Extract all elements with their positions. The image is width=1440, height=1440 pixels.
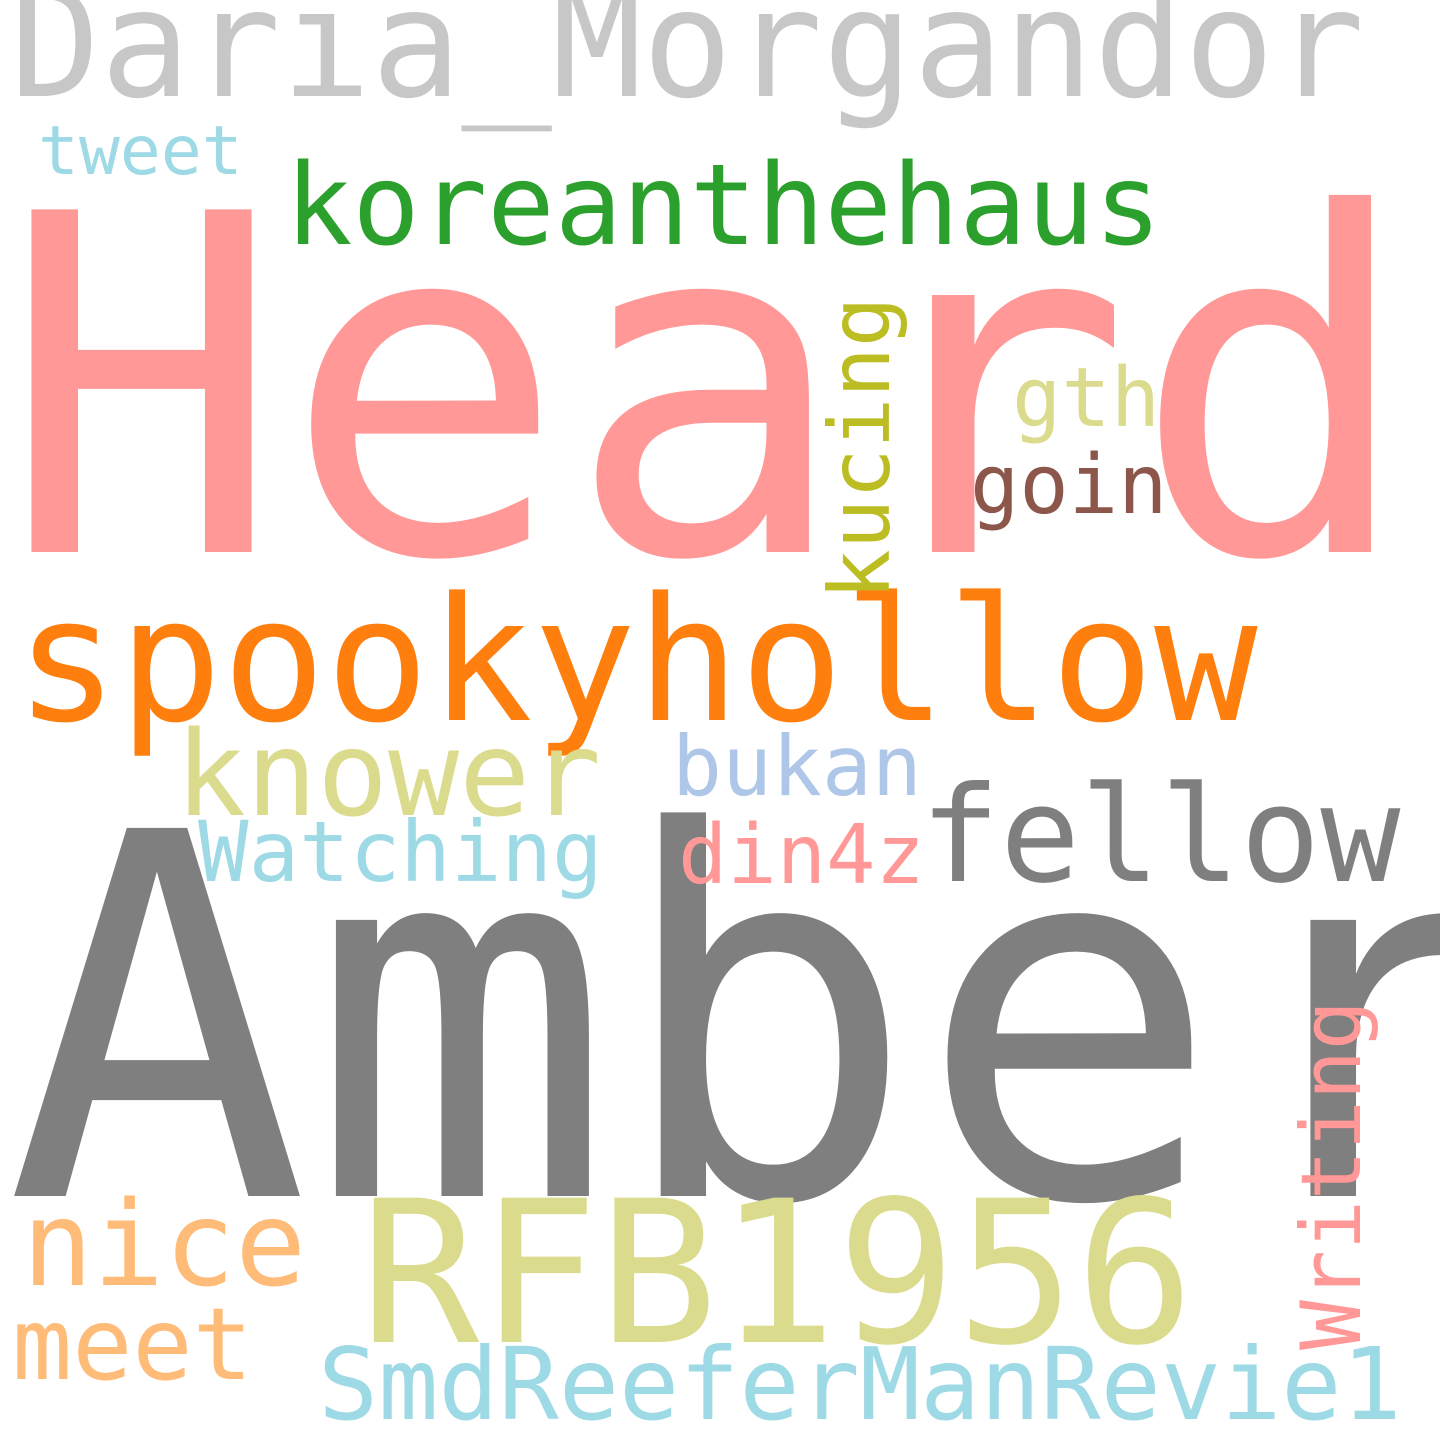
word-amber: Amber [5,728,1440,1316]
word-rfb1956: RFB1956 [360,1158,1195,1389]
word-koreanthehaus: koreanthehaus [285,141,1162,271]
word-heard: Heard [0,116,1415,663]
word-gth: gth [1012,351,1161,446]
word-bukan: bukan [672,718,922,815]
word-goin: goin [970,438,1168,533]
word-kucing: kucing [811,296,909,600]
word-din4z: din4z [678,808,925,903]
word-meet: meet [12,1286,253,1403]
word-tweet: tweet [38,112,243,191]
word-knower: knower [175,705,602,843]
word-spookyhollow: spookyhollow [15,560,1258,761]
word-writing: Writing [1283,1000,1380,1350]
word-smdreefermanrevie1: SmdReeferManRevie1 [318,1326,1402,1440]
word-daria-morgandor: Daria_Morgandor [10,0,1365,132]
word-fellow: fellow [920,759,1401,913]
word-nice: nice [22,1175,307,1313]
word-watching: Watching [198,803,603,901]
